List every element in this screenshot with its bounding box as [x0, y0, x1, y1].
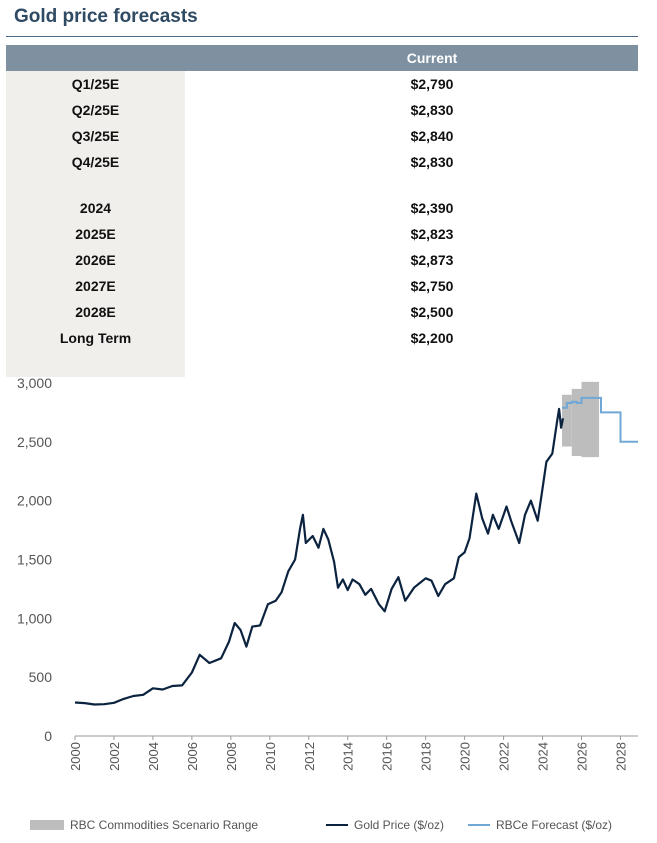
row-value: $2,500 — [410, 304, 454, 320]
row-label: Q2/25E — [71, 102, 120, 118]
current-column-header: Current — [406, 50, 458, 66]
scenario-range-band — [571, 388, 582, 456]
table-row: 2026E $2,873 — [6, 247, 638, 273]
table-row: 2028E $2,500 — [6, 299, 638, 325]
x-tick-label: 2000 — [68, 742, 83, 771]
row-value: $2,873 — [410, 252, 454, 268]
x-tick-label: 2026 — [575, 742, 590, 771]
legend-label-range: RBC Commodities Scenario Range — [70, 818, 259, 832]
y-tick-label: 500 — [29, 669, 53, 685]
x-tick-label: 2014 — [341, 742, 356, 771]
x-tick-label: 2018 — [419, 742, 434, 771]
row-value: $2,830 — [410, 102, 454, 118]
x-tick-label: 2028 — [613, 742, 628, 771]
y-tick-label: 2,000 — [17, 493, 52, 509]
row-label: Q3/25E — [71, 128, 120, 144]
row-label: 2027E — [75, 278, 116, 294]
y-tick-label: 0 — [44, 728, 52, 744]
row-value: $2,840 — [410, 128, 454, 144]
x-tick-label: 2004 — [146, 742, 161, 771]
table-row: 2027E $2,750 — [6, 273, 638, 299]
legend-label-forecast: RBCe Forecast ($/oz) — [496, 818, 613, 832]
chart-legend: RBC Commodities Scenario Range Gold Pric… — [0, 818, 657, 838]
rbc-forecast-line — [562, 396, 638, 443]
x-tick-label: 2008 — [224, 742, 239, 771]
gold-price-line — [74, 407, 565, 706]
table-body: Q1/25E $2,790 Q2/25E $2,830 Q3/25E $2,84… — [6, 71, 638, 377]
legend-item-range: RBC Commodities Scenario Range — [30, 818, 258, 832]
table-header: Current — [6, 45, 638, 71]
y-tick-label: 1,000 — [17, 610, 52, 626]
table-row: Q2/25E $2,830 — [6, 97, 638, 123]
x-tick-label: 2016 — [380, 742, 395, 771]
row-value: $2,200 — [410, 330, 454, 346]
legend-swatch-forecast — [468, 824, 490, 826]
row-label: 2026E — [75, 252, 116, 268]
x-tick-label: 2020 — [458, 742, 473, 771]
row-value: $2,830 — [410, 154, 454, 170]
legend-swatch-range — [30, 820, 64, 830]
legend-item-gold-price: Gold Price ($/oz) — [326, 818, 444, 832]
x-tick-label: 2024 — [536, 742, 551, 771]
table-row: Long Term $2,200 — [6, 325, 638, 351]
scenario-range-band — [562, 394, 572, 447]
row-label: Q4/25E — [71, 154, 120, 170]
table-row: 2025E $2,823 — [6, 221, 638, 247]
legend-item-forecast: RBCe Forecast ($/oz) — [468, 818, 612, 832]
y-tick-label: 2,500 — [17, 434, 52, 450]
x-tick-label: 2022 — [497, 742, 512, 771]
legend-label-gold-price: Gold Price ($/oz) — [354, 818, 445, 832]
table-row: 2024 $2,390 — [6, 195, 638, 221]
row-value: $2,750 — [410, 278, 454, 294]
y-tick-label: 1,500 — [17, 552, 52, 568]
y-tick-label: 3,000 — [17, 375, 52, 391]
page-title: Gold price forecasts — [14, 6, 198, 27]
x-tick-label: 2010 — [263, 742, 278, 771]
x-tick-label: 2006 — [185, 742, 200, 771]
table-row: Q1/25E $2,790 — [6, 71, 638, 97]
scenario-range-band — [581, 381, 600, 458]
row-label: 2024 — [79, 200, 112, 216]
row-value: $2,390 — [410, 200, 454, 216]
forecast-table: Current Q1/25E $2,790 Q2/25E $2,830 Q3/2… — [6, 45, 638, 377]
row-label: Long Term — [59, 330, 132, 346]
row-label: Q1/25E — [71, 76, 120, 92]
x-tick-label: 2012 — [302, 742, 317, 771]
row-value: $2,790 — [410, 76, 454, 92]
row-label: 2028E — [75, 304, 116, 320]
legend-swatch-gold-price — [326, 824, 348, 826]
row-value: $2,823 — [410, 226, 454, 242]
gold-price-chart: 0 500 1,000 1,500 2,000 2,500 3,000 2000 2002 200… — [17, 375, 638, 771]
row-label: 2025E — [75, 226, 116, 242]
table-row: Q3/25E $2,840 — [6, 123, 638, 149]
label-column-background — [6, 71, 185, 377]
title-divider — [6, 36, 638, 37]
x-tick-label: 2002 — [107, 742, 122, 771]
table-row: Q4/25E $2,830 — [6, 149, 638, 175]
